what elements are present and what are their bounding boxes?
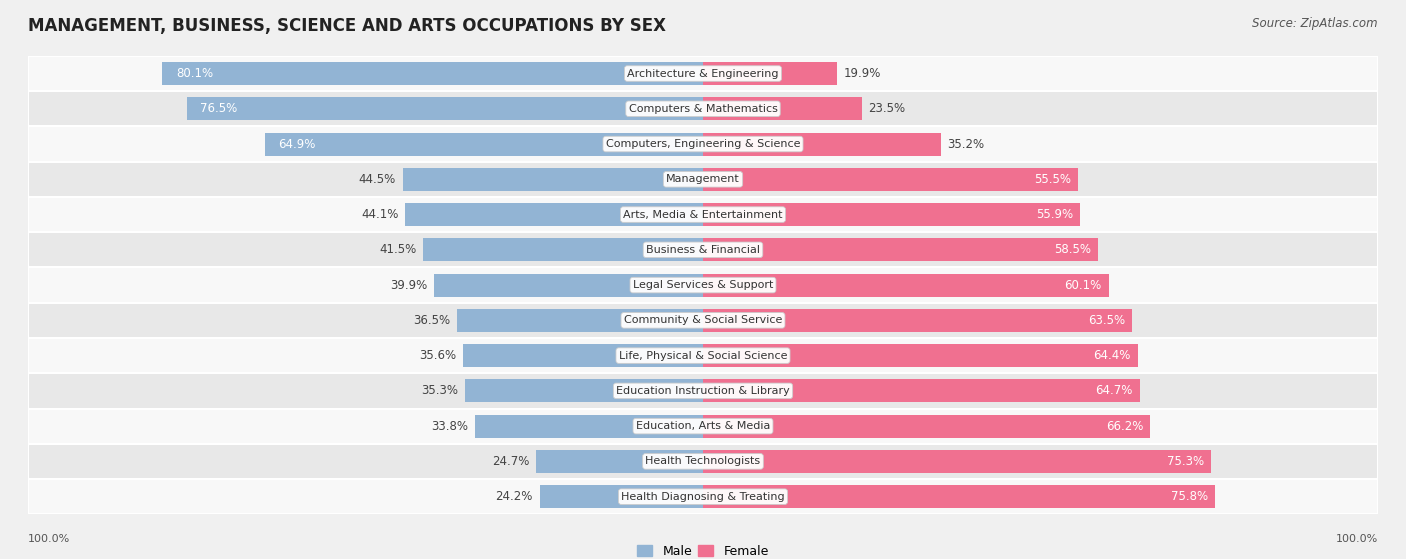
Bar [433,273,703,296]
Text: Health Diagnosing & Treating: Health Diagnosing & Treating [621,492,785,501]
Bar [703,450,1211,473]
Legend: Male, Female: Male, Female [633,540,773,559]
Bar [264,132,703,155]
Bar [703,132,941,155]
Bar [703,380,1140,402]
Bar [703,415,1150,438]
Bar [163,62,703,85]
Bar [703,62,838,85]
Bar [703,97,862,120]
Bar [703,344,1137,367]
Text: 23.5%: 23.5% [869,102,905,115]
Text: 33.8%: 33.8% [432,420,468,433]
Bar [28,267,1378,303]
Bar [536,450,703,473]
Bar [703,309,1132,332]
Text: 76.5%: 76.5% [200,102,238,115]
Bar [463,344,703,367]
Bar [28,444,1378,479]
Text: 75.3%: 75.3% [1167,455,1205,468]
Text: 66.2%: 66.2% [1105,420,1143,433]
Bar [703,485,1215,508]
Text: 24.2%: 24.2% [495,490,533,503]
Text: Education Instruction & Library: Education Instruction & Library [616,386,790,396]
Bar [28,409,1378,444]
Text: 44.1%: 44.1% [361,208,399,221]
Text: 35.2%: 35.2% [948,138,984,150]
Text: Computers, Engineering & Science: Computers, Engineering & Science [606,139,800,149]
Bar [187,97,703,120]
Text: Architecture & Engineering: Architecture & Engineering [627,69,779,78]
Text: 75.8%: 75.8% [1171,490,1208,503]
Bar [703,273,1108,296]
Text: Management: Management [666,174,740,184]
Text: Community & Social Service: Community & Social Service [624,315,782,325]
Bar [703,203,1080,226]
Bar [28,126,1378,162]
Bar [703,238,1098,261]
Text: Legal Services & Support: Legal Services & Support [633,280,773,290]
Text: Life, Physical & Social Science: Life, Physical & Social Science [619,350,787,361]
Text: Health Technologists: Health Technologists [645,456,761,466]
Bar [28,56,1378,91]
Text: 60.1%: 60.1% [1064,278,1102,292]
Text: 100.0%: 100.0% [1336,534,1378,544]
Text: 58.5%: 58.5% [1054,243,1091,257]
Text: 24.7%: 24.7% [492,455,530,468]
Bar [405,203,703,226]
Text: 55.9%: 55.9% [1036,208,1074,221]
Text: 35.3%: 35.3% [420,385,458,397]
Bar [28,197,1378,232]
Bar [465,380,703,402]
Text: 64.4%: 64.4% [1094,349,1130,362]
Text: 35.6%: 35.6% [419,349,456,362]
Bar [402,168,703,191]
Bar [28,91,1378,126]
Text: 39.9%: 39.9% [389,278,427,292]
Text: 55.5%: 55.5% [1033,173,1071,186]
Bar [28,373,1378,409]
Text: MANAGEMENT, BUSINESS, SCIENCE AND ARTS OCCUPATIONS BY SEX: MANAGEMENT, BUSINESS, SCIENCE AND ARTS O… [28,17,666,35]
Text: Education, Arts & Media: Education, Arts & Media [636,421,770,431]
Bar [28,303,1378,338]
Text: 63.5%: 63.5% [1088,314,1125,327]
Bar [28,479,1378,514]
Bar [475,415,703,438]
Text: 64.9%: 64.9% [278,138,316,150]
Text: 41.5%: 41.5% [380,243,416,257]
Text: Computers & Mathematics: Computers & Mathematics [628,104,778,114]
Text: Source: ZipAtlas.com: Source: ZipAtlas.com [1253,17,1378,30]
Bar [457,309,703,332]
Text: 19.9%: 19.9% [844,67,882,80]
Bar [540,485,703,508]
Text: 36.5%: 36.5% [413,314,450,327]
Text: Business & Financial: Business & Financial [645,245,761,255]
Bar [703,168,1077,191]
Text: 44.5%: 44.5% [359,173,396,186]
Bar [423,238,703,261]
Bar [28,162,1378,197]
Text: 100.0%: 100.0% [28,534,70,544]
Text: Arts, Media & Entertainment: Arts, Media & Entertainment [623,210,783,220]
Text: 80.1%: 80.1% [176,67,214,80]
Bar [28,338,1378,373]
Text: 64.7%: 64.7% [1095,385,1133,397]
Bar [28,232,1378,267]
